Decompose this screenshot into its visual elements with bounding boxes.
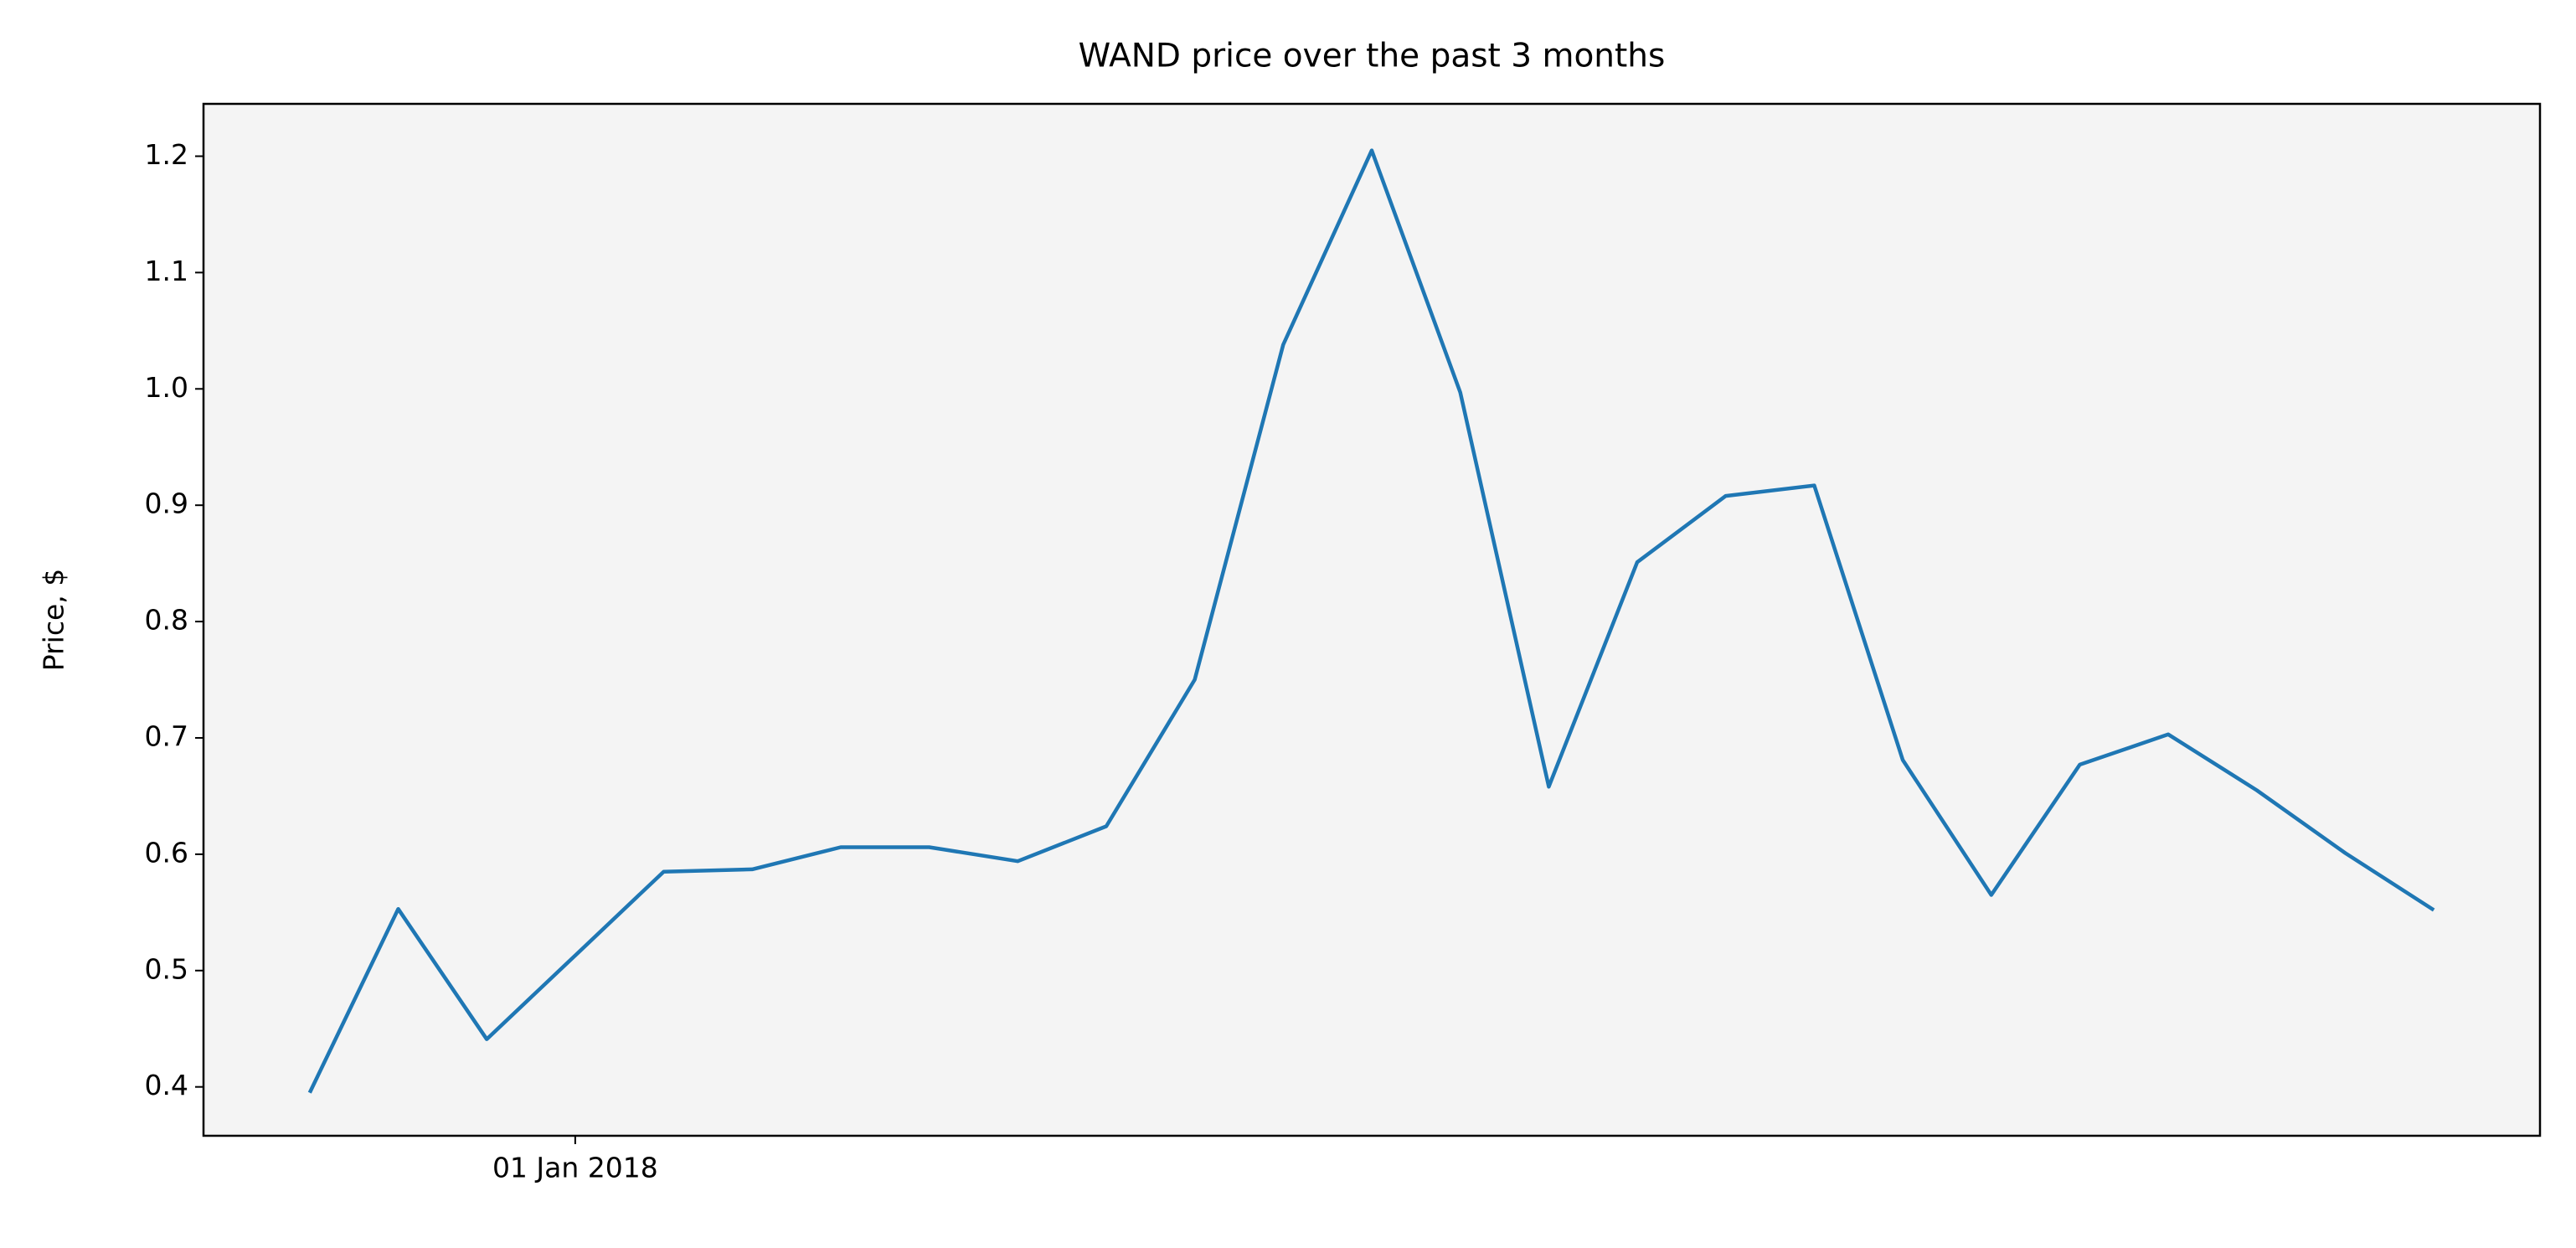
y-tick-label: 1.2	[145, 138, 188, 171]
plot-frame	[202, 102, 2542, 1137]
price-line	[307, 148, 2435, 1094]
y-tick-label: 0.8	[145, 604, 188, 637]
y-tick-label: 1.1	[145, 255, 188, 287]
y-tick-label: 0.4	[145, 1069, 188, 1101]
y-axis-label: Price, $	[38, 569, 70, 671]
y-tick-label: 0.7	[145, 719, 188, 752]
x-tick-label: 01 Jan 2018	[492, 1152, 658, 1184]
y-tick-label: 1.0	[145, 371, 188, 404]
chart-title: WAND price over the past 3 months	[1079, 38, 1666, 75]
plot-area	[204, 104, 2540, 1136]
y-tick-label: 0.6	[145, 836, 188, 869]
y-tick-label: 0.9	[145, 487, 188, 520]
y-tick-label: 0.5	[145, 952, 188, 985]
